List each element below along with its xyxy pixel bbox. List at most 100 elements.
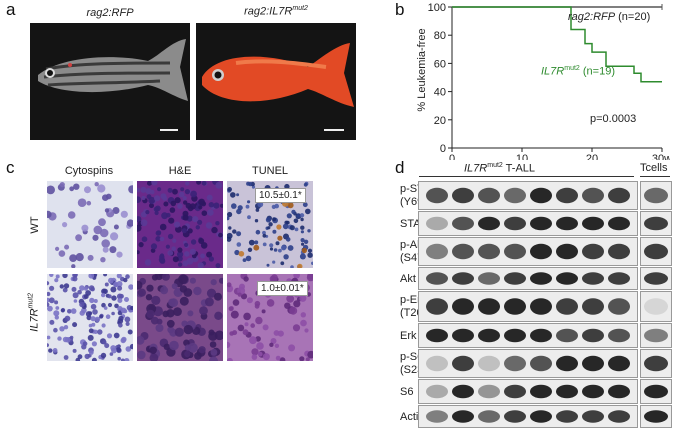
- blot-band: [426, 328, 448, 343]
- blot-label-line: Akt: [400, 272, 416, 285]
- blot-band: [452, 328, 474, 343]
- blot-header-bracket-tcells: [640, 176, 670, 177]
- blot-band: [608, 298, 630, 315]
- blot-band: [426, 243, 448, 260]
- blot-strip: [418, 291, 638, 322]
- blot-band: [530, 328, 552, 343]
- blot-label: Akt: [400, 273, 416, 286]
- blot-band: [426, 410, 448, 423]
- panel-label-a: a: [6, 0, 16, 19]
- blot-band: [452, 384, 474, 399]
- blot-band: [530, 272, 552, 285]
- blot-band: [478, 243, 500, 260]
- blot-strip: [418, 237, 638, 266]
- blot-band: [644, 187, 668, 204]
- fish-photo-il7r: [196, 23, 356, 140]
- blot-strip-tcells: [640, 237, 672, 266]
- blot-band: [426, 216, 448, 231]
- blot-header-tcells: Tcells: [640, 162, 668, 174]
- blot-band: [608, 410, 630, 423]
- blot-band: [582, 216, 604, 231]
- y-axis-label: % Leukemia-free: [416, 28, 428, 112]
- blot-band: [530, 384, 552, 399]
- blot-label: Erk: [400, 330, 417, 343]
- blot-strip-tcells: [640, 349, 672, 378]
- fish-photo-rfp: [30, 23, 190, 140]
- blot-strip: [418, 181, 638, 210]
- blot-strip: [418, 267, 638, 290]
- blot-band: [556, 384, 578, 399]
- tunel-wt-image: 10.5±0.1*: [227, 181, 313, 268]
- blot-band: [644, 243, 668, 260]
- blot-band: [608, 355, 630, 372]
- y-tick-label: 60: [434, 58, 446, 70]
- blot-band: [426, 298, 448, 315]
- row-label-wt: WT: [29, 216, 41, 234]
- blot-band: [608, 243, 630, 260]
- blot-band: [530, 355, 552, 372]
- blot-band: [504, 243, 526, 260]
- blot-band: [582, 187, 604, 204]
- column-label-cytospins: Cytospins: [64, 165, 114, 177]
- blot-band: [582, 410, 604, 423]
- blot-band: [452, 298, 474, 315]
- blot-header-il7r: IL7Rmut2 T-ALL: [464, 162, 536, 175]
- blot-band: [452, 243, 474, 260]
- blot-band: [478, 272, 500, 285]
- blot-band: [582, 243, 604, 260]
- kaplan-meier-chart: 0 10 20 30w 0 20 40 60 80 100: [428, 2, 670, 160]
- x-tick-label: 10: [516, 153, 528, 160]
- blot-label-line: S6: [400, 385, 414, 398]
- blot-band: [426, 272, 448, 285]
- panel-label-c: c: [6, 158, 15, 177]
- he-il7r-image: [137, 274, 223, 361]
- blot-band: [608, 216, 630, 231]
- blot-band: [504, 187, 526, 204]
- blot-strip-tcells: [640, 405, 672, 428]
- blot-band: [582, 355, 604, 372]
- blot-band: [608, 187, 630, 204]
- blot-band: [556, 272, 578, 285]
- blot-band: [452, 216, 474, 231]
- blot-band: [478, 355, 500, 372]
- blot-strip: [418, 323, 638, 348]
- blot-band: [608, 272, 630, 285]
- blot-band: [452, 355, 474, 372]
- blot-band: [582, 328, 604, 343]
- y-tick-label: 20: [434, 115, 446, 127]
- blot-strip-tcells: [640, 211, 672, 236]
- blot-label: S6: [400, 386, 413, 399]
- x-tick-label: 30w: [652, 153, 670, 160]
- blot-band: [556, 410, 578, 423]
- cytospin-wt-image: [47, 181, 133, 268]
- blot-band: [608, 384, 630, 399]
- panel-label-b: b: [395, 0, 405, 19]
- blot-band: [504, 216, 526, 231]
- blot-band: [452, 410, 474, 423]
- blot-strip-tcells: [640, 379, 672, 404]
- blot-band: [556, 187, 578, 204]
- blot-band: [556, 243, 578, 260]
- legend-il7r: IL7Rmut2 (n=19): [541, 65, 615, 78]
- panel-label-d: d: [395, 158, 405, 177]
- fish-caption-rfp: rag2:RFP: [86, 7, 134, 19]
- blot-strip: [418, 405, 638, 428]
- blot-band: [530, 216, 552, 231]
- y-tick-label: 40: [434, 87, 446, 99]
- x-tick-label: 0: [449, 153, 455, 160]
- legend-rfp: rag2:RFP (n=20): [568, 11, 651, 23]
- blot-band: [504, 410, 526, 423]
- blot-band: [504, 355, 526, 372]
- scale-bar: [160, 129, 178, 131]
- blot-label-line: Erk: [400, 329, 417, 342]
- scale-bar: [324, 129, 344, 131]
- blot-band: [556, 355, 578, 372]
- blot-strip-tcells: [640, 181, 672, 210]
- blot-band: [504, 384, 526, 399]
- blot-band: [478, 328, 500, 343]
- blot-band: [644, 216, 668, 231]
- blot-band: [530, 243, 552, 260]
- fish-caption-il7r: rag2:IL7Rmut2: [244, 5, 308, 18]
- y-tick-label: 100: [428, 2, 446, 14]
- blot-band: [478, 384, 500, 399]
